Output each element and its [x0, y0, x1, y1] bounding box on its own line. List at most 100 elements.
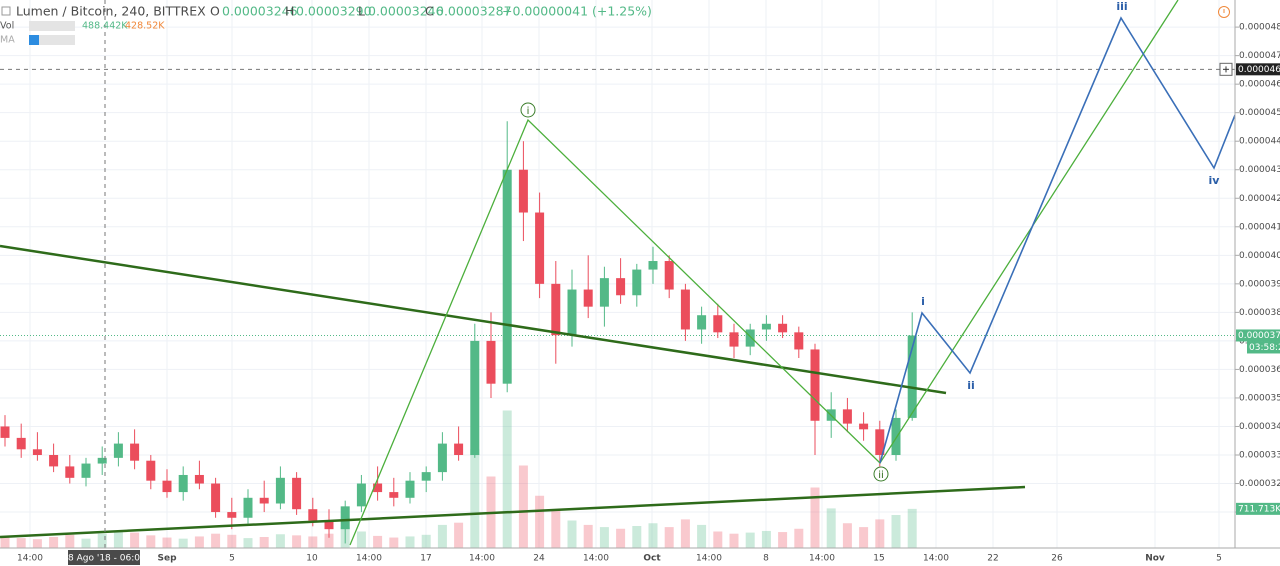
indicator-buttons[interactable]	[29, 35, 75, 45]
ohlc-value: 0.00003287	[436, 4, 512, 19]
candle-body	[648, 261, 658, 270]
x-tick-label: 5	[229, 554, 235, 564]
candle-body	[162, 480, 172, 493]
volume-bar	[437, 524, 447, 548]
price-badge	[1236, 329, 1280, 342]
candle-body	[340, 506, 350, 530]
volume-bar	[259, 537, 269, 548]
drawings	[0, 0, 1236, 546]
alert-icon[interactable]	[1218, 6, 1230, 18]
x-tick-label: 14:00	[583, 554, 609, 564]
candle-body	[761, 323, 771, 330]
collapse-icon[interactable]	[1, 6, 11, 16]
volume-bar	[130, 532, 140, 548]
x-tick-label: Sep	[157, 554, 177, 564]
volume-bar	[16, 538, 26, 548]
crosshair-badge	[1236, 63, 1280, 76]
volume-bar	[324, 533, 334, 548]
x-tick-label: 8	[763, 554, 769, 564]
vol-ma: 428.52K	[125, 21, 165, 32]
candle-body	[211, 483, 221, 513]
ohlc-label: O	[210, 4, 220, 19]
x-tick-label: 17	[420, 554, 431, 564]
volume-bar	[794, 528, 804, 548]
candle-body	[292, 477, 302, 510]
axes: 0.000031000.000032000.000033000.00003400…	[17, 23, 1280, 565]
visibility-button[interactable]	[29, 35, 39, 45]
y-tick-label: 0.00003600	[1239, 365, 1280, 375]
wave-label: iv	[1209, 174, 1221, 187]
candle-body	[502, 169, 512, 384]
volume-bar	[162, 537, 172, 548]
candle-body	[907, 335, 917, 418]
volume-bar	[113, 531, 123, 548]
candle-body	[130, 443, 140, 461]
price-axis	[1235, 0, 1280, 566]
y-tick-label: 0.00003800	[1239, 308, 1280, 318]
ohlc-value: 0.00003246	[368, 4, 444, 19]
candle-body	[745, 329, 755, 347]
y-tick-label: 0.00004800	[1239, 23, 1280, 33]
candle-body	[97, 457, 107, 464]
y-tick-label: 0.00004200	[1239, 194, 1280, 204]
time-axis	[0, 548, 1235, 566]
volume-bar	[826, 508, 836, 548]
volume-bar	[842, 523, 852, 548]
ohlc-value: 0.00003290	[296, 4, 372, 19]
candle-body	[65, 466, 75, 478]
candle-body	[664, 261, 674, 290]
volume-bar	[567, 520, 577, 548]
candle-body	[324, 520, 334, 530]
volume-bar	[697, 524, 707, 548]
candle-body	[275, 477, 285, 504]
volume-bar	[0, 535, 10, 548]
volume-bar	[178, 538, 188, 548]
candle-body	[518, 169, 528, 213]
volume-bar	[745, 532, 755, 548]
candle-body	[454, 443, 464, 456]
volume-bar	[761, 530, 771, 548]
volume-bar	[356, 531, 366, 548]
x-tick-label: 14:00	[356, 554, 382, 564]
candle-body	[616, 278, 626, 296]
y-tick-label: 0.00004000	[1239, 251, 1280, 261]
wave-label: i	[527, 106, 530, 117]
ohlc-label: C	[425, 4, 434, 19]
wave-circle	[873, 466, 889, 482]
vol-value: 488.442K	[82, 21, 128, 32]
forecast-line	[879, 16, 1236, 464]
volume-bar	[470, 449, 480, 548]
volume-bar	[49, 537, 59, 548]
candle-body	[697, 315, 707, 330]
y-tick-label: 0.00004500	[1239, 108, 1280, 118]
volume-bar	[713, 531, 723, 548]
candle-body	[778, 323, 788, 333]
candle-body	[794, 332, 804, 350]
candle-body	[32, 449, 42, 456]
x-tick-label: 14:00	[696, 554, 722, 564]
volume-bar	[454, 522, 464, 548]
last-price-label: 0.00003719	[1238, 331, 1280, 341]
x-tick-label: 14:00	[923, 554, 949, 564]
ohlc-label: H	[285, 4, 294, 19]
candle-body	[470, 340, 480, 456]
vol-label: Vol	[0, 21, 14, 32]
volume-bar	[275, 534, 285, 548]
candle-body	[356, 483, 366, 507]
candle-body	[389, 492, 399, 498]
x-tick-label: Oct	[643, 554, 661, 564]
ohlc-label: L	[358, 4, 365, 19]
volume-bar	[535, 495, 545, 548]
last-volume-label: 711.713K	[1238, 504, 1280, 514]
candle-body	[373, 483, 383, 493]
wave-label: iii	[1116, 0, 1127, 13]
trend-line	[0, 485, 1026, 539]
volume-bar	[227, 534, 237, 548]
candle-body	[680, 289, 690, 330]
x-tick-label: 14:00	[469, 554, 495, 564]
wave-circle	[520, 102, 536, 118]
volume-bar	[599, 527, 609, 548]
x-tick-label: 14:00	[17, 554, 43, 564]
indicator-buttons[interactable]	[29, 21, 75, 31]
